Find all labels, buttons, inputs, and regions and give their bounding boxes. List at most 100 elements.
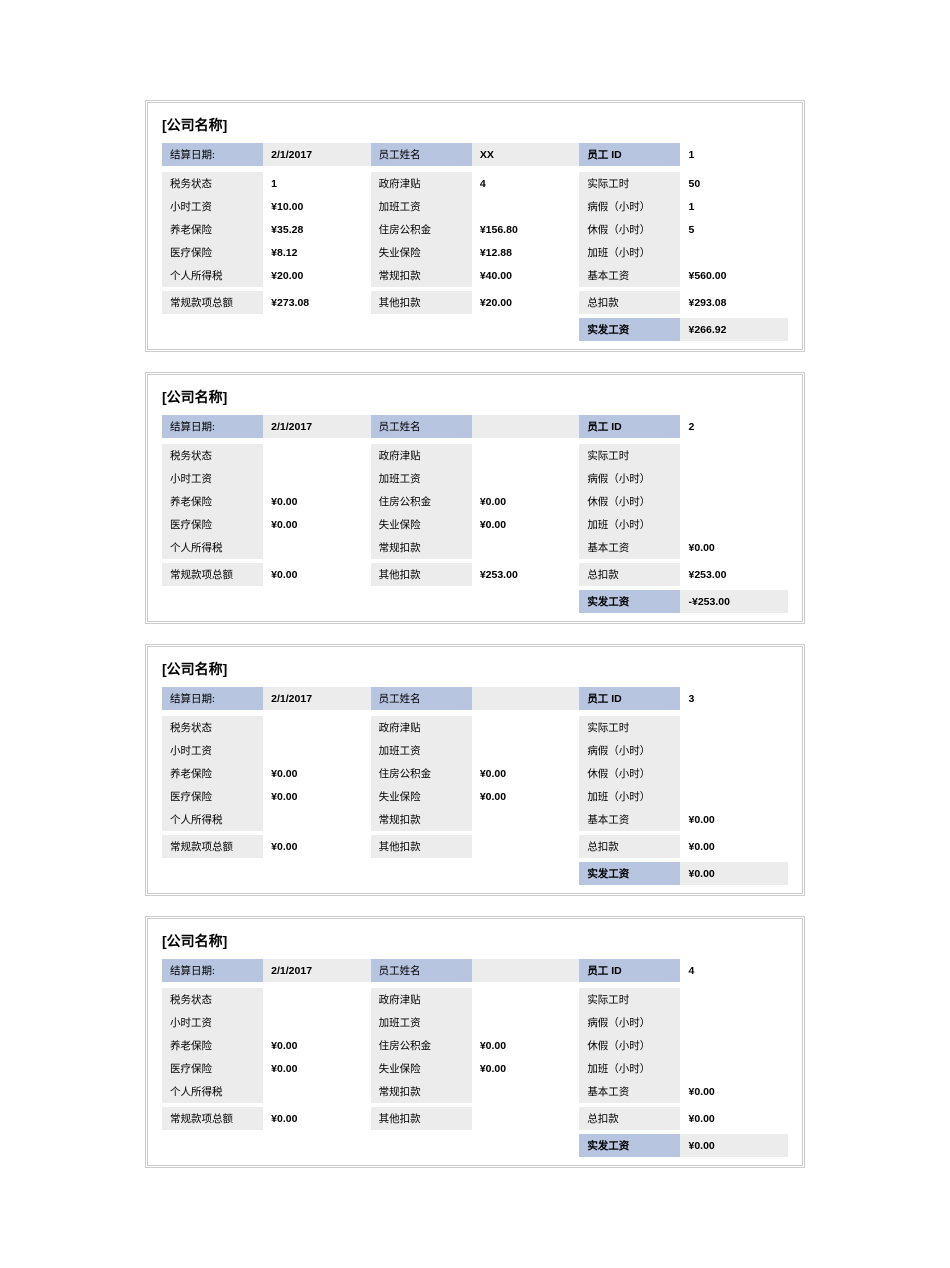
value-base-pay: ¥0.00 xyxy=(680,1080,788,1103)
value-leave-hours xyxy=(680,1034,788,1057)
stub-table: 结算日期: 2/1/2017 员工姓名 员工 ID 3 税务状态 政府津贴 实际… xyxy=(162,687,788,885)
value-emp-name xyxy=(472,687,579,710)
label-emp-name: 员工姓名 xyxy=(371,415,472,438)
value-overtime-pay xyxy=(472,195,579,218)
label-actual-hours: 实际工时 xyxy=(579,988,680,1011)
stub-table: 结算日期: 2/1/2017 员工姓名 员工 ID 2 税务状态 政府津贴 实际… xyxy=(162,415,788,613)
label-other-deduct: 其他扣款 xyxy=(371,1107,472,1130)
value-emp-name xyxy=(472,415,579,438)
company-title: [公司名称] xyxy=(162,931,788,951)
label-actual-hours: 实际工时 xyxy=(579,716,680,739)
value-medical: ¥0.00 xyxy=(263,1057,370,1080)
value-gov-allowance xyxy=(472,444,579,467)
value-total-deduct: ¥0.00 xyxy=(680,1107,788,1130)
pay-stub: [公司名称] 结算日期: 2/1/2017 员工姓名 XX 员工 ID 1 税务… xyxy=(145,100,805,352)
company-title: [公司名称] xyxy=(162,659,788,679)
value-pension: ¥0.00 xyxy=(263,490,370,513)
value-net-pay: ¥0.00 xyxy=(680,1134,788,1157)
value-housing-fund: ¥0.00 xyxy=(472,762,579,785)
value-actual-hours xyxy=(680,444,788,467)
value-gov-allowance xyxy=(472,988,579,1011)
label-leave-hours: 休假（小时） xyxy=(579,762,680,785)
value-actual-hours xyxy=(680,716,788,739)
label-pay-date: 结算日期: xyxy=(162,959,263,982)
value-leave-hours: 5 xyxy=(680,218,788,241)
label-base-pay: 基本工资 xyxy=(579,264,680,287)
value-emp-id: 2 xyxy=(680,415,788,438)
value-unemployment: ¥0.00 xyxy=(472,513,579,536)
label-sick-hours: 病假（小时） xyxy=(579,195,680,218)
label-pension: 养老保险 xyxy=(162,218,263,241)
label-sick-hours: 病假（小时） xyxy=(579,467,680,490)
value-net-pay: ¥266.92 xyxy=(680,318,788,341)
label-gov-allowance: 政府津贴 xyxy=(371,172,472,195)
label-leave-hours: 休假（小时） xyxy=(579,490,680,513)
label-housing-fund: 住房公积金 xyxy=(371,490,472,513)
label-emp-id: 员工 ID xyxy=(579,959,680,982)
label-overtime-hours: 加班（小时） xyxy=(579,785,680,808)
value-tax-status xyxy=(263,716,370,739)
value-hourly-rate xyxy=(263,1011,370,1034)
value-medical: ¥8.12 xyxy=(263,241,370,264)
label-regular-total: 常规款项总额 xyxy=(162,835,263,858)
label-net-pay: 实发工资 xyxy=(579,590,680,613)
label-overtime-pay: 加班工资 xyxy=(371,739,472,762)
label-regular-total: 常规款项总额 xyxy=(162,1107,263,1130)
pay-stub: [公司名称] 结算日期: 2/1/2017 员工姓名 员工 ID 2 税务状态 … xyxy=(145,372,805,624)
label-gov-allowance: 政府津贴 xyxy=(371,444,472,467)
value-total-deduct: ¥253.00 xyxy=(680,563,788,586)
label-income-tax: 个人所得税 xyxy=(162,264,263,287)
label-regular-deduct: 常规扣款 xyxy=(371,808,472,831)
label-hourly-rate: 小时工资 xyxy=(162,467,263,490)
label-emp-id: 员工 ID xyxy=(579,415,680,438)
label-pay-date: 结算日期: xyxy=(162,143,263,166)
label-emp-name: 员工姓名 xyxy=(371,959,472,982)
value-emp-name xyxy=(472,959,579,982)
value-other-deduct: ¥253.00 xyxy=(472,563,579,586)
pay-stub: [公司名称] 结算日期: 2/1/2017 员工姓名 员工 ID 3 税务状态 … xyxy=(145,644,805,896)
label-sick-hours: 病假（小时） xyxy=(579,739,680,762)
value-medical: ¥0.00 xyxy=(263,513,370,536)
value-hourly-rate xyxy=(263,739,370,762)
value-gov-allowance: 4 xyxy=(472,172,579,195)
label-unemployment: 失业保险 xyxy=(371,1057,472,1080)
label-actual-hours: 实际工时 xyxy=(579,172,680,195)
value-gov-allowance xyxy=(472,716,579,739)
value-sick-hours xyxy=(680,739,788,762)
label-regular-deduct: 常规扣款 xyxy=(371,1080,472,1103)
label-pension: 养老保险 xyxy=(162,762,263,785)
label-overtime-hours: 加班（小时） xyxy=(579,513,680,536)
label-base-pay: 基本工资 xyxy=(579,808,680,831)
label-regular-deduct: 常规扣款 xyxy=(371,536,472,559)
value-base-pay: ¥0.00 xyxy=(680,808,788,831)
value-income-tax xyxy=(263,536,370,559)
value-medical: ¥0.00 xyxy=(263,785,370,808)
label-pension: 养老保险 xyxy=(162,1034,263,1057)
value-other-deduct: ¥20.00 xyxy=(472,291,579,314)
label-total-deduct: 总扣款 xyxy=(579,835,680,858)
value-pension: ¥0.00 xyxy=(263,1034,370,1057)
label-overtime-pay: 加班工资 xyxy=(371,1011,472,1034)
label-leave-hours: 休假（小时） xyxy=(579,1034,680,1057)
label-total-deduct: 总扣款 xyxy=(579,563,680,586)
label-overtime-pay: 加班工资 xyxy=(371,467,472,490)
value-housing-fund: ¥0.00 xyxy=(472,1034,579,1057)
label-overtime-hours: 加班（小时） xyxy=(579,1057,680,1080)
value-sick-hours xyxy=(680,467,788,490)
value-emp-id: 4 xyxy=(680,959,788,982)
label-emp-id: 员工 ID xyxy=(579,687,680,710)
value-pay-date: 2/1/2017 xyxy=(263,959,370,982)
label-income-tax: 个人所得税 xyxy=(162,1080,263,1103)
value-unemployment: ¥0.00 xyxy=(472,1057,579,1080)
value-leave-hours xyxy=(680,490,788,513)
value-overtime-hours xyxy=(680,241,788,264)
label-emp-name: 员工姓名 xyxy=(371,687,472,710)
label-pension: 养老保险 xyxy=(162,490,263,513)
label-unemployment: 失业保险 xyxy=(371,785,472,808)
label-net-pay: 实发工资 xyxy=(579,1134,680,1157)
value-pay-date: 2/1/2017 xyxy=(263,687,370,710)
company-title: [公司名称] xyxy=(162,387,788,407)
label-medical: 医疗保险 xyxy=(162,513,263,536)
value-overtime-pay xyxy=(472,739,579,762)
label-hourly-rate: 小时工资 xyxy=(162,1011,263,1034)
